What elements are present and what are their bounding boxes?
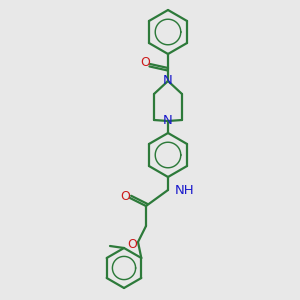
Text: O: O [127,238,137,250]
Text: O: O [120,190,130,203]
Text: O: O [140,56,150,70]
Text: N: N [163,74,173,88]
Text: N: N [163,115,173,128]
Text: NH: NH [175,184,195,196]
